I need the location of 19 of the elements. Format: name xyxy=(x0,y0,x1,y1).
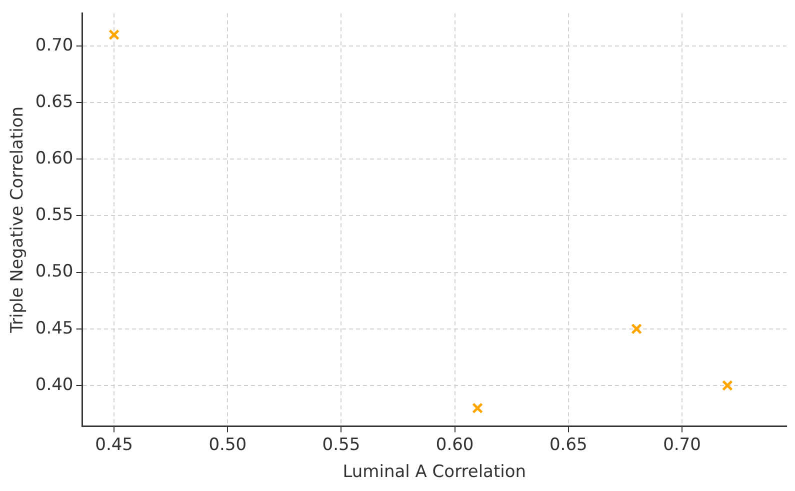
point xyxy=(631,323,642,334)
y-tick-label: 0.45 xyxy=(35,318,74,338)
y-tick-label: 0.60 xyxy=(35,148,74,169)
y-tick-label: 0.55 xyxy=(35,205,74,226)
point xyxy=(722,380,733,391)
x-tick-label: 0.65 xyxy=(549,434,588,455)
y-tick-label: 0.65 xyxy=(35,92,74,112)
point xyxy=(108,29,120,40)
point xyxy=(472,402,484,414)
y-tick-label: 0.50 xyxy=(35,262,74,282)
x-tick-label: 0.70 xyxy=(663,434,701,455)
y-tick-label: 0.40 xyxy=(35,374,74,395)
x-axis-title: Luminal A Correlation xyxy=(342,462,526,482)
y-tick-label: 0.70 xyxy=(35,35,74,56)
x-tick-label: 0.45 xyxy=(95,434,133,455)
x-tick-label: 0.50 xyxy=(208,434,247,455)
y-axis-title: Triple Negative Correlation xyxy=(8,106,28,334)
x-tick-label: 0.55 xyxy=(322,434,360,455)
x-tick-label: 0.60 xyxy=(436,434,474,455)
